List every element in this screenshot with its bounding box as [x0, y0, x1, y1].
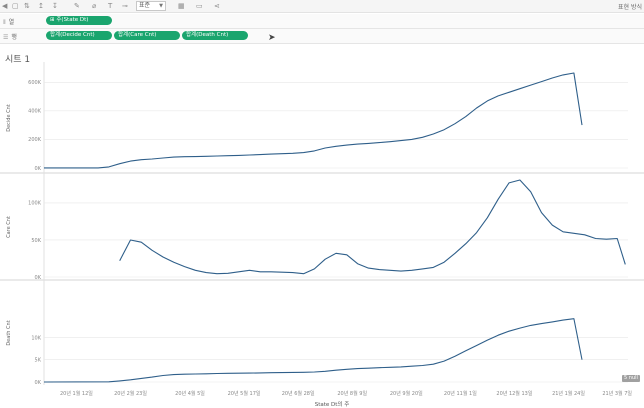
columns-shelf: ⦀ 열 ⊞ 주(State Dt) [0, 14, 644, 29]
back-icon[interactable]: ◀ [2, 2, 8, 10]
sheet-title: 시트 1 [5, 55, 31, 65]
y-axis-title: Death Cnt [6, 320, 12, 345]
fit-select-value: 표준 [139, 2, 151, 9]
rows-icon: ☰ [3, 34, 9, 41]
rows-shelf: ☰ 행 합계(Decide Cnt) 합계(Care Cnt) 합계(Death … [0, 29, 644, 44]
x-tick-label: 20년 8월 9일 [337, 390, 367, 397]
swap-icon[interactable]: ⇅ [24, 2, 30, 10]
line-chart: 0K 200K 400K 600K Decide Cnt 0K 50K 100K Care Cn… [0, 62, 644, 408]
sort-asc-icon[interactable]: ↥ [38, 2, 44, 10]
share-icon[interactable]: ⋖ [214, 2, 220, 10]
y-axis-title: Decide Cnt [6, 104, 12, 132]
sort-desc-icon[interactable]: ↧ [52, 2, 58, 10]
forward-icon[interactable]: ▢ [12, 2, 19, 10]
mouse-cursor-icon: ➤ [268, 33, 276, 43]
x-tick-label: 21년 3월 7일 [602, 390, 632, 397]
y-tick-label: 100K [28, 201, 42, 207]
fit-icon[interactable]: ▦ [178, 2, 185, 10]
y-tick-label: 5K [35, 358, 42, 364]
series-line-care [119, 179, 626, 275]
show-me-label[interactable]: 표현 방식 [618, 4, 642, 11]
y-tick-label: 50K [31, 238, 41, 244]
rows-shelf-label: ☰ 행 [3, 34, 17, 41]
y-tick-label: 10K [31, 335, 41, 341]
columns-icon: ⦀ [3, 19, 6, 26]
y-tick-label: 0K [35, 275, 42, 281]
pill-state-dt[interactable]: ⊞ 주(State Dt) [46, 16, 112, 25]
x-tick-label: 21년 1월 24일 [552, 390, 585, 397]
text-icon[interactable]: T [108, 2, 113, 10]
columns-shelf-label: ⦀ 열 [3, 19, 15, 26]
x-tick-label: 20년 11월 1일 [444, 390, 477, 397]
presentation-icon[interactable]: ▭ [196, 2, 203, 10]
x-tick-label: 20년 9월 20일 [390, 390, 423, 397]
pill-care-cnt[interactable]: 합계(Care Cnt) [114, 31, 180, 40]
x-tick-label: 20년 4월 5일 [175, 390, 205, 397]
x-tick-label: 20년 6월 28일 [282, 390, 315, 397]
chevron-down-icon: ▼ [159, 3, 163, 9]
x-tick-label: 20년 12월 13일 [496, 390, 532, 397]
y-tick-label: 0K [35, 380, 42, 386]
x-axis-title: State Dt의 주 [315, 401, 350, 408]
y-axis-title: Care Cnt [6, 216, 12, 238]
x-tick-label: 20년 1월 12일 [60, 390, 93, 397]
pin-icon[interactable]: ⊸ [122, 2, 128, 10]
y-tick-label: 400K [28, 109, 42, 115]
series-line-decide [44, 72, 583, 169]
y-tick-label: 200K [28, 137, 42, 143]
y-tick-label: 0K [35, 166, 42, 172]
pill-decide-cnt[interactable]: 합계(Decide Cnt) [46, 31, 112, 40]
series-line-death [43, 318, 583, 383]
null-indicator-badge[interactable]: 5 null [622, 375, 640, 382]
label-icon[interactable]: ⌀ [92, 2, 97, 10]
pill-death-cnt[interactable]: 합계(Death Cnt) [182, 31, 248, 40]
x-tick-label: 20년 5월 17일 [228, 390, 261, 397]
y-tick-label: 600K [28, 80, 42, 86]
toolbar: ◀ ▢ ⇅ ↥ ↧ ✎ ⌀ T ⊸ 표준 ▼ ▦ ▭ ⋖ 표현 방식 [0, 0, 644, 13]
x-tick-label: 20년 2월 23일 [114, 390, 147, 397]
highlight-icon[interactable]: ✎ [74, 2, 80, 10]
fit-select[interactable]: 표준 ▼ [136, 1, 166, 11]
